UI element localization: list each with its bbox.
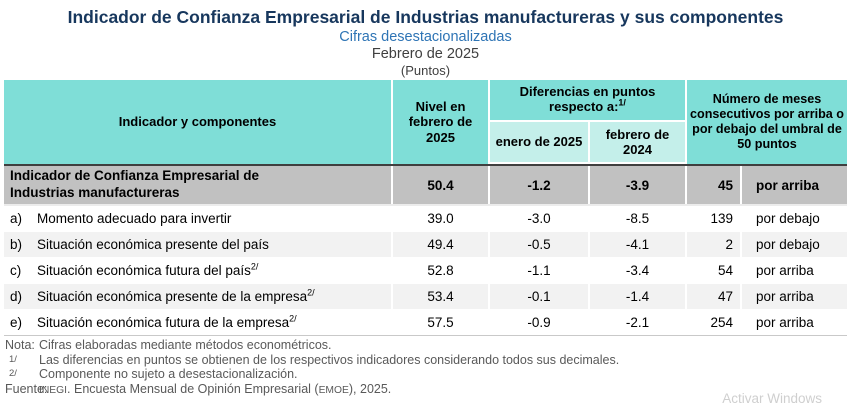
row-label: Situación económica presente del país <box>37 237 269 252</box>
footnote-2: 2/ Componente no sujeto a desestacionali… <box>5 367 851 382</box>
source-text: INEGI. Encuesta Mensual de Opinión Empre… <box>39 381 392 398</box>
header-differences-subrow: enero de 2025 febrero de 2024 <box>490 122 687 162</box>
table-row-main-indicator: Indicador de Confianza Empresarial de In… <box>4 166 847 206</box>
footnote-2-marker: 2/ <box>9 368 17 379</box>
row-prefix: c) <box>10 263 22 278</box>
cell-position: por debajo <box>756 237 820 252</box>
footnote-1-marker: 1/ <box>618 97 626 108</box>
cell-level: 49.4 <box>393 232 490 257</box>
table-header-row: Indicador y componentes Nivel en febrero… <box>4 80 847 166</box>
header-indicator: Indicador y componentes <box>4 80 393 164</box>
cell-diff-enero: -0.5 <box>490 232 590 257</box>
cell-diff-febrero: -3.4 <box>590 258 687 283</box>
cell-level: 39.0 <box>393 206 490 231</box>
table-row: a) Momento adecuado para invertir 39.0 -3… <box>4 206 847 232</box>
units-label: (Puntos) <box>400 63 451 78</box>
nota-text: Cifras elaboradas mediante métodos econo… <box>39 338 332 352</box>
row-footnote-marker: 2/ <box>250 261 259 272</box>
header-level: Nivel en febrero de 2025 <box>393 80 490 164</box>
footnote-1: 1/ Las diferencias en puntos se obtienen… <box>5 352 851 368</box>
confidence-indicator-table: Indicador y componentes Nivel en febrero… <box>4 80 847 336</box>
footnote-2-text: Componente no sujeto a desestacionalizac… <box>39 367 298 381</box>
row-label: Situación económica futura de la empresa <box>37 315 290 330</box>
cell-diff-febrero: -1.4 <box>590 284 687 309</box>
cell-level: 57.5 <box>393 310 490 335</box>
table-row: d) Situación económica presente de la emp… <box>4 284 847 310</box>
header-differences-text: Diferencias en puntos respecto a: <box>519 84 656 114</box>
main-cell-level: 50.4 <box>393 166 490 204</box>
header-febrero-2024: febrero de 2024 <box>590 122 687 162</box>
row-label-cell: c) Situación económica futura del país2/ <box>4 258 393 283</box>
cell-position: por arriba <box>756 315 814 330</box>
table-row: c) Situación económica futura del país2/ … <box>4 258 847 284</box>
cell-position: por arriba <box>756 289 814 304</box>
row-footnote-marker: 2/ <box>289 313 297 324</box>
header-differences: Diferencias en puntos respecto a:1/ <box>490 80 687 122</box>
cell-diff-enero: -0.9 <box>490 310 590 335</box>
nota-label: Nota: <box>5 338 35 352</box>
cell-position: por debajo <box>756 211 820 226</box>
source-mid: . Encuesta Mensual de Opinión Empresaria… <box>67 381 319 396</box>
page-subtitle: Cifras desestacionalizadas <box>339 29 512 45</box>
table-row: e) Situación económica futura de la empre… <box>4 310 847 336</box>
main-row-label: Indicador de Confianza Empresarial de In… <box>10 168 260 200</box>
row-prefix: b) <box>10 237 23 252</box>
cell-level: 53.4 <box>393 284 490 309</box>
header-enero-2025: enero de 2025 <box>490 122 590 162</box>
source-end: ), 2025. <box>348 381 392 396</box>
footnote-1-text: Las diferencias en puntos se obtienen de… <box>39 352 620 367</box>
source-org: INEGI <box>39 384 68 396</box>
header-months-threshold: Número de meses consecutivos por arriba … <box>687 80 847 164</box>
row-prefix: e) <box>10 315 23 330</box>
main-cell-position: por arriba <box>756 177 820 193</box>
footnote-1-marker: 1/ <box>9 353 17 365</box>
cell-months: 139 <box>687 206 742 231</box>
period-label: Febrero de 2025 <box>371 46 480 62</box>
note-line: Nota: Cifras elaboradas mediante métodos… <box>5 338 851 353</box>
windows-activation-watermark: Activar Windows <box>722 391 822 406</box>
cell-months: 47 <box>687 284 742 309</box>
cell-diff-febrero: -8.5 <box>590 206 687 231</box>
table-row: b) Situación económica presente del país … <box>4 232 847 258</box>
main-cell-diff-enero: -1.2 <box>490 166 590 204</box>
row-label: Situación económica presente de la empre… <box>37 289 308 304</box>
source-label: Fuente: <box>5 381 48 396</box>
cell-diff-enero: -0.1 <box>490 284 590 309</box>
row-label-cell: d) Situación económica presente de la emp… <box>4 284 393 309</box>
row-label: Situación económica futura del país <box>37 263 251 278</box>
cell-level: 52.8 <box>393 258 490 283</box>
row-label: Momento adecuado para invertir <box>37 211 232 226</box>
main-cell-diff-febrero: -3.9 <box>590 166 687 204</box>
main-row-label-cell: Indicador de Confianza Empresarial de In… <box>4 166 393 204</box>
page-title: Indicador de Confianza Empresarial de In… <box>67 7 784 27</box>
cell-diff-febrero: -2.1 <box>590 310 687 335</box>
main-cell-months: 45 <box>687 166 742 204</box>
notes-block: Nota: Cifras elaboradas mediante métodos… <box>5 338 851 398</box>
cell-position: por arriba <box>756 263 814 278</box>
source-line: Fuente: INEGI. Encuesta Mensual de Opini… <box>5 381 851 398</box>
title-block: Indicador de Confianza Empresarial de In… <box>0 0 851 79</box>
row-footnote-marker: 2/ <box>307 287 315 298</box>
cell-diff-enero: -3.0 <box>490 206 590 231</box>
header-differences-group: Diferencias en puntos respecto a:1/ ener… <box>490 80 687 164</box>
row-prefix: d) <box>10 289 23 304</box>
cell-months: 2 <box>687 232 742 257</box>
cell-months: 254 <box>687 310 742 335</box>
row-label-cell: a) Momento adecuado para invertir <box>4 206 393 231</box>
source-acronym: EMOE <box>318 384 349 396</box>
cell-diff-febrero: -4.1 <box>590 232 687 257</box>
cell-diff-enero: -1.1 <box>490 258 590 283</box>
cell-months: 54 <box>687 258 742 283</box>
row-label-cell: e) Situación económica futura de la empre… <box>4 310 393 335</box>
row-prefix: a) <box>10 211 23 226</box>
row-label-cell: b) Situación económica presente del país <box>4 232 393 257</box>
